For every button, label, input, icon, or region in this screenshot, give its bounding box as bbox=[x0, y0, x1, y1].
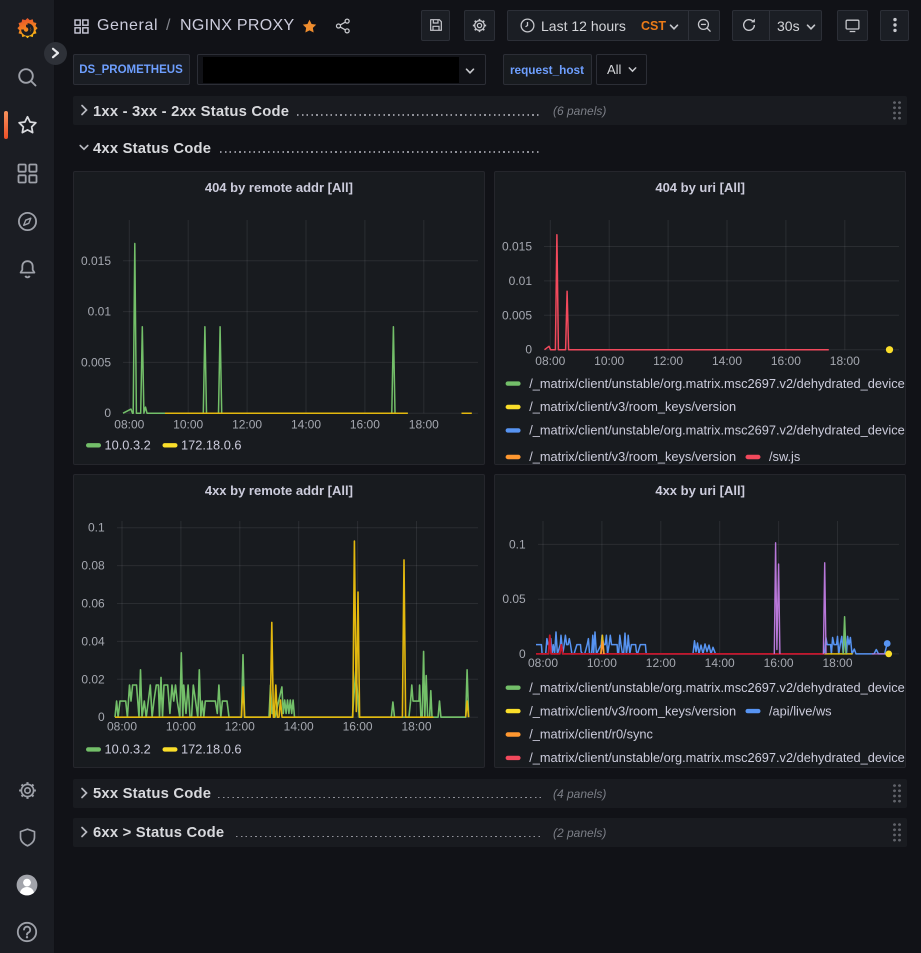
svg-text:16:00: 16:00 bbox=[771, 354, 801, 368]
svg-text:10:00: 10:00 bbox=[587, 656, 617, 670]
svg-text:18:00: 18:00 bbox=[822, 656, 852, 670]
svg-text:18:00: 18:00 bbox=[408, 417, 438, 431]
svg-text:0.08: 0.08 bbox=[81, 558, 105, 572]
svg-text:/api/live/ws: /api/live/ws bbox=[769, 703, 832, 718]
svg-text:12:00: 12:00 bbox=[646, 656, 676, 670]
svg-text:0.05: 0.05 bbox=[502, 592, 526, 606]
svg-text:12:00: 12:00 bbox=[232, 417, 262, 431]
svg-text:0.005: 0.005 bbox=[80, 355, 110, 369]
svg-text:/_matrix/client/unstable/org.m: /_matrix/client/unstable/org.matrix.msc2… bbox=[529, 422, 905, 437]
svg-text:0: 0 bbox=[519, 647, 526, 661]
svg-text:10.0.3.2: 10.0.3.2 bbox=[104, 437, 150, 452]
svg-text:08:00: 08:00 bbox=[114, 417, 144, 431]
svg-text:16:00: 16:00 bbox=[342, 719, 372, 733]
svg-text:/_matrix/client/r0/sync: /_matrix/client/r0/sync bbox=[529, 726, 653, 741]
svg-text:18:00: 18:00 bbox=[401, 719, 431, 733]
svg-text:/_matrix/client/v3/room_keys/v: /_matrix/client/v3/room_keys/version bbox=[529, 449, 736, 464]
svg-text:172.18.0.6: 172.18.0.6 bbox=[181, 437, 242, 452]
svg-text:12:00: 12:00 bbox=[224, 719, 254, 733]
svg-text:0.06: 0.06 bbox=[81, 596, 105, 610]
svg-text:0: 0 bbox=[104, 406, 111, 420]
svg-text:14:00: 14:00 bbox=[712, 354, 742, 368]
svg-text:14:00: 14:00 bbox=[290, 417, 320, 431]
svg-text:18:00: 18:00 bbox=[830, 354, 860, 368]
svg-text:08:00: 08:00 bbox=[535, 354, 565, 368]
svg-text:10.0.3.2: 10.0.3.2 bbox=[104, 741, 150, 756]
svg-text:/sw.js: /sw.js bbox=[769, 449, 800, 464]
svg-text:0.005: 0.005 bbox=[502, 308, 532, 322]
svg-text:10:00: 10:00 bbox=[594, 354, 624, 368]
svg-text:16:00: 16:00 bbox=[349, 417, 379, 431]
svg-text:0: 0 bbox=[98, 710, 105, 724]
svg-text:0.01: 0.01 bbox=[87, 304, 111, 318]
svg-text:0: 0 bbox=[525, 342, 532, 356]
svg-text:172.18.0.6: 172.18.0.6 bbox=[181, 741, 242, 756]
svg-text:/_matrix/client/unstable/org.m: /_matrix/client/unstable/org.matrix.msc2… bbox=[529, 750, 905, 765]
svg-text:/_matrix/client/unstable/org.m: /_matrix/client/unstable/org.matrix.msc2… bbox=[529, 680, 905, 695]
svg-text:/_matrix/client/unstable/org.m: /_matrix/client/unstable/org.matrix.msc2… bbox=[529, 375, 905, 390]
svg-text:0.04: 0.04 bbox=[81, 634, 105, 648]
svg-text:0.015: 0.015 bbox=[80, 253, 110, 267]
svg-text:14:00: 14:00 bbox=[283, 719, 313, 733]
svg-text:0.02: 0.02 bbox=[81, 672, 105, 686]
svg-text:/_matrix/client/v3/room_keys/v: /_matrix/client/v3/room_keys/version bbox=[529, 703, 736, 718]
svg-text:08:00: 08:00 bbox=[528, 656, 558, 670]
svg-text:14:00: 14:00 bbox=[704, 656, 734, 670]
svg-text:0.1: 0.1 bbox=[88, 520, 105, 534]
svg-text:/_matrix/client/v3/room_keys/v: /_matrix/client/v3/room_keys/version bbox=[529, 399, 736, 414]
svg-text:10:00: 10:00 bbox=[165, 719, 195, 733]
svg-text:0.015: 0.015 bbox=[502, 239, 532, 253]
svg-text:08:00: 08:00 bbox=[106, 719, 136, 733]
svg-text:10:00: 10:00 bbox=[173, 417, 203, 431]
svg-text:16:00: 16:00 bbox=[763, 656, 793, 670]
svg-text:0.1: 0.1 bbox=[509, 537, 526, 551]
svg-text:12:00: 12:00 bbox=[653, 354, 683, 368]
svg-text:0.01: 0.01 bbox=[508, 273, 532, 287]
